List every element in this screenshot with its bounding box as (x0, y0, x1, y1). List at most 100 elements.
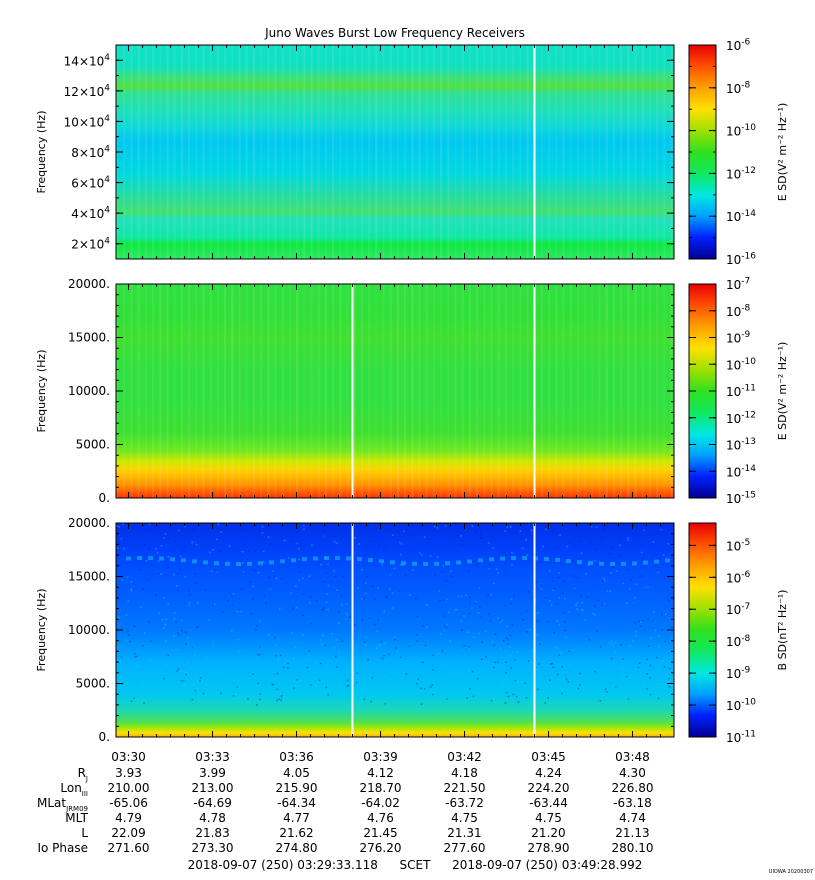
ephemeris-value: 4.77 (283, 811, 310, 825)
y-tick-label: 14×104 (64, 53, 111, 68)
ephemeris-value: -63.72 (445, 796, 484, 810)
ephemeris-value: 21.13 (615, 826, 650, 840)
data-gap-line (533, 45, 536, 259)
colorbar-tick-label: 10-9 (726, 666, 751, 681)
ephemeris-value: 22.09 (111, 826, 146, 840)
ephemeris-label: LonIII (60, 781, 88, 798)
ephemeris-value: 4.76 (367, 811, 394, 825)
time-ticks-3 (128, 523, 661, 737)
x-tick-label: 03:42 (447, 750, 482, 764)
ephemeris-value: 277.60 (443, 841, 486, 855)
ephemeris-value: 273.30 (191, 841, 234, 855)
colorbar-2: 10-7 10-8 10-9 10-10 10-11 10-12 10-13 10-14 10-… (688, 277, 789, 506)
ephemeris-value: 3.93 (115, 766, 142, 780)
y-axis-3: 0. 5000. 10000. 15000. 20000. (68, 516, 674, 744)
y-tick-label: 20000. (68, 277, 110, 291)
ephemeris-value: -65.06 (109, 796, 148, 810)
colorbar-tick-label: 10-12 (726, 166, 756, 181)
time-ticks-2 (128, 284, 661, 498)
ephemeris-value: 4.75 (535, 811, 562, 825)
x-tick-label: 03:45 (531, 750, 566, 764)
ephemeris-value: 218.70 (359, 781, 402, 795)
ephemeris-value: 224.20 (527, 781, 570, 795)
colorbar-tick-label: 10-10 (726, 698, 756, 713)
credit-label: UIOWA 20200307 (769, 869, 813, 875)
y-tick-label: 4×104 (71, 206, 110, 221)
ephemeris-value: 276.20 (359, 841, 402, 855)
y-tick-label: 2×104 (71, 236, 110, 251)
y-tick-label: 12×104 (64, 83, 111, 98)
ephemeris-label: MLT (65, 811, 88, 825)
colorbar-tick-label: 10-14 (726, 209, 756, 224)
y-axis-1: 2×104 4×104 6×104 8×104 10×104 12×104 14×104 (64, 44, 674, 260)
y-axis-label: Frequency (Hz) (35, 111, 48, 194)
data-gap-line (533, 284, 536, 498)
ephemeris-value: 4.12 (367, 766, 394, 780)
ephemeris-label: RJ (77, 766, 88, 783)
spectrogram-panel-2: 0. 5000. 10000. 15000. 20000. Frequency (Hz) 1… (35, 277, 789, 506)
colorbar-tick-label: 10-6 (726, 570, 751, 585)
y-tick-label: 5000. (76, 677, 110, 691)
ephemeris-value: 21.83 (195, 826, 230, 840)
x-tick-label: 03:48 (615, 750, 650, 764)
colorbar-tick-label: 10-8 (726, 303, 751, 318)
colorbar-tick-label: 10-11 (726, 384, 756, 399)
time-range-label: 2018-09-07 (250) 03:29:33.118 SCET 2018-… (115, 858, 715, 872)
y-tick-label: 10×104 (64, 114, 111, 129)
ephemeris-value: 21.31 (447, 826, 482, 840)
ephemeris-value: 215.90 (275, 781, 318, 795)
ephemeris-value: -63.44 (529, 796, 568, 810)
colorbar-label: E SD(V² m⁻² Hz⁻¹) (776, 342, 789, 441)
colorbar-tick-label: 10-15 (726, 491, 756, 506)
y-axis-2: 0. 5000. 10000. 15000. 20000. (68, 277, 674, 505)
x-tick-label: 03:39 (363, 750, 398, 764)
ephemeris-value: 226.80 (611, 781, 654, 795)
spectrogram-panel-3: 0. 5000. 10000. 15000. 20000. Frequency (Hz) 1… (35, 516, 789, 745)
y-tick-label: 10000. (68, 384, 110, 398)
ephemeris-value: 4.18 (451, 766, 478, 780)
colorbar-tick-label: 10-10 (726, 123, 756, 138)
time-range-start: 2018-09-07 (250) 03:29:33.118 (187, 858, 378, 872)
ephemeris-value: 21.62 (279, 826, 314, 840)
colorbar-tick-label: 10-13 (726, 437, 756, 452)
time-range-end: 2018-09-07 (250) 03:49:28.992 (452, 858, 643, 872)
spectrogram-image-2 (116, 284, 674, 498)
ephemeris-label: MLatJRM09 (37, 796, 88, 813)
ephemeris-value: 210.00 (107, 781, 150, 795)
ephemeris-value: -64.34 (277, 796, 316, 810)
spectrogram-panel-1: 2×104 4×104 6×104 8×104 10×104 12×104 14×104 Fr… (35, 38, 789, 267)
colorbar-tick-label: 10-14 (726, 464, 756, 479)
y-tick-label: 6×104 (71, 175, 110, 190)
colorbar-tick-label: 10-8 (726, 80, 751, 95)
ephemeris-value: 4.74 (619, 811, 646, 825)
spectrogram-image-1 (116, 45, 674, 259)
colorbar-tick-label: 10-6 (726, 38, 751, 53)
data-gap-line (351, 284, 354, 498)
time-ticks-1 (128, 45, 661, 259)
ephemeris-value: -63.18 (613, 796, 652, 810)
y-tick-label: 0. (99, 730, 110, 744)
spectrogram-image-3 (116, 523, 674, 737)
colorbar-1: 10-6 10-8 10-10 10-12 10-14 10-16 E SD(V² m⁻² … (688, 38, 789, 267)
y-tick-label: 0. (99, 491, 110, 505)
colorbar-tick-label: 10-7 (726, 602, 750, 617)
colorbar-label: B SD(nT² Hz⁻¹) (776, 590, 789, 671)
x-tick-label: 03:36 (279, 750, 314, 764)
y-tick-label: 10000. (68, 623, 110, 637)
y-tick-label: 8×104 (71, 145, 110, 160)
ephemeris-value: 21.45 (363, 826, 398, 840)
y-tick-label: 15000. (68, 570, 110, 584)
ephemeris-value: 21.20 (531, 826, 566, 840)
ephemeris-value: 280.10 (611, 841, 654, 855)
ephemeris-value: 4.05 (283, 766, 310, 780)
colorbar-3: 10-5 10-6 10-7 10-8 10-9 10-10 10-11 B SD(nT² H… (688, 522, 789, 745)
colorbar-label: E SD(V² m⁻² Hz⁻¹) (776, 103, 789, 202)
ephemeris-value: 278.90 (527, 841, 570, 855)
ephemeris-value: 4.30 (619, 766, 646, 780)
data-gap-line (533, 523, 536, 737)
ephemeris-label: L (81, 826, 88, 840)
ephemeris-value: -64.02 (361, 796, 400, 810)
colorbar-tick-label: 10-12 (726, 410, 756, 425)
colorbar-tick-label: 10-11 (726, 730, 756, 745)
